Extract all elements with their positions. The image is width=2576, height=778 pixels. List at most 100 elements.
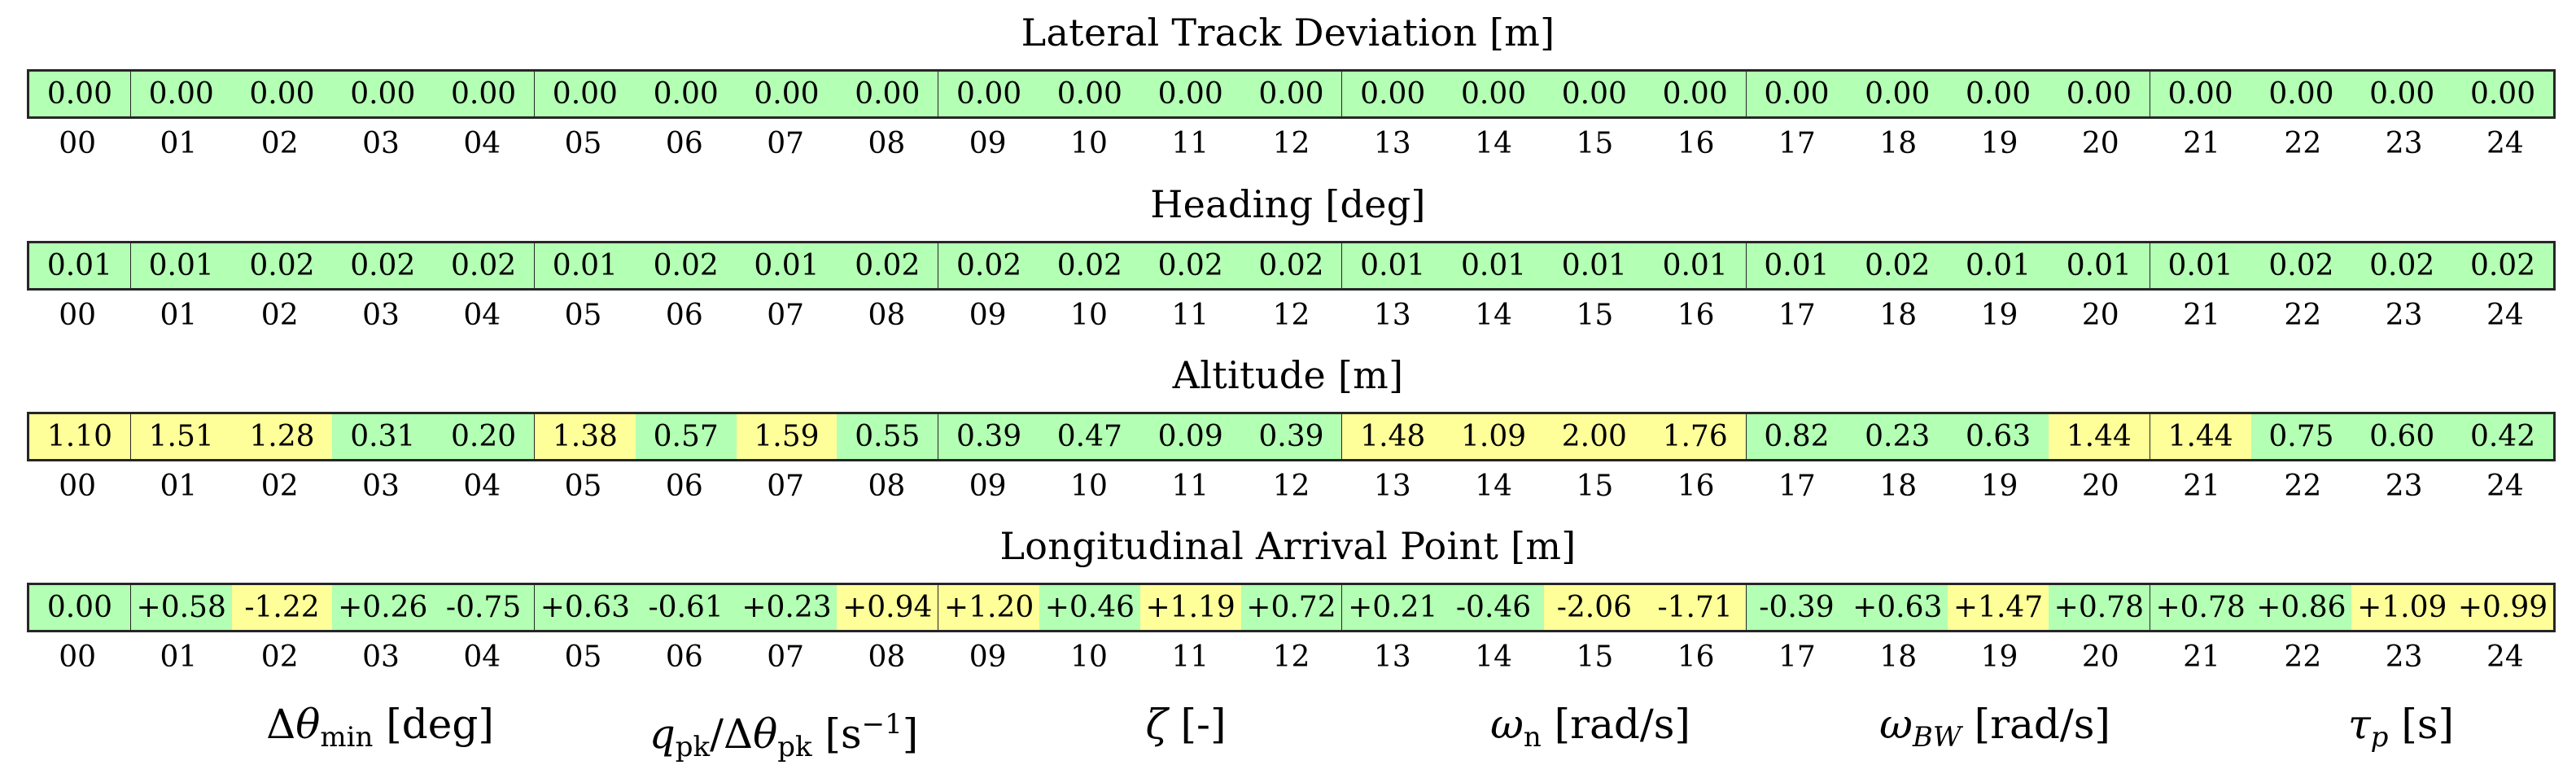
value-cell: 0.39 <box>1240 414 1342 459</box>
index-label: 11 <box>1171 640 1209 674</box>
index-labels: 00 01 02 03 04 05 06 07 08 09 10 11 12 13 14 15 16 17 18 19… <box>27 467 2556 506</box>
value-cell: 0.00 <box>1240 72 1342 116</box>
index-label: 14 <box>1475 299 1512 332</box>
index-label: 24 <box>2486 470 2524 503</box>
label-omega-n: ωn [rad/s] <box>1490 701 1690 754</box>
index-label: 24 <box>2486 640 2524 674</box>
index-label: 08 <box>868 470 906 503</box>
index-label: 03 <box>362 299 400 332</box>
value-cell: 0.02 <box>433 243 534 288</box>
panel-altitude-m: Altitude [m] 1.10 1.51 1.28 0.31 0.20 1.38 0.57… <box>0 343 2576 514</box>
index-label: 18 <box>1879 640 1918 674</box>
index-label: 01 <box>160 127 198 160</box>
index-label: 06 <box>665 640 703 674</box>
value-cell: 1.48 <box>1341 414 1444 459</box>
value-cell: 1.10 <box>29 414 130 459</box>
value-cell: 0.00 <box>433 72 534 116</box>
panel-title: Altitude [m] <box>1172 353 1404 397</box>
index-label: 12 <box>1272 640 1310 674</box>
index-label: 08 <box>868 127 906 160</box>
value-cell: 0.02 <box>837 243 938 288</box>
index-label: 19 <box>1980 640 2018 674</box>
value-cell: 1.28 <box>231 414 333 459</box>
value-cell: +0.94 <box>837 585 938 630</box>
value-cell: 0.02 <box>1847 243 1948 288</box>
value-cell: 0.02 <box>938 243 1039 288</box>
value-cell: 0.01 <box>1543 243 1645 288</box>
index-label: 13 <box>1373 470 1411 503</box>
value-cell: 0.63 <box>1948 414 2049 459</box>
index-label: 12 <box>1272 127 1310 160</box>
index-label: 13 <box>1373 299 1411 332</box>
label-zeta: ζ [-] <box>1145 701 1227 748</box>
value-cell: -0.46 <box>1443 585 1544 630</box>
index-label: 12 <box>1272 470 1310 503</box>
index-label: 03 <box>362 470 400 503</box>
index-label: 14 <box>1475 640 1512 674</box>
index-label: 07 <box>767 470 805 503</box>
value-cell: 0.00 <box>332 72 434 116</box>
index-label: 17 <box>1778 470 1816 503</box>
index-label: 07 <box>767 299 805 332</box>
value-cell: 1.38 <box>533 414 636 459</box>
value-cell: +0.78 <box>2048 585 2150 630</box>
index-label: 15 <box>1576 127 1614 160</box>
index-label: 06 <box>665 470 703 503</box>
value-cell: +0.72 <box>1240 585 1342 630</box>
value-cell: 1.09 <box>1443 414 1544 459</box>
value-cell: 0.60 <box>2351 414 2453 459</box>
index-label: 00 <box>59 470 97 503</box>
index-label: 14 <box>1475 470 1512 503</box>
index-label: 06 <box>665 299 703 332</box>
index-label: 00 <box>59 299 97 332</box>
value-cell: +0.23 <box>736 585 838 630</box>
value-cell: +1.19 <box>1139 585 1241 630</box>
value-cell: 0.00 <box>635 72 737 116</box>
value-cell: -0.39 <box>1745 585 1848 630</box>
value-cell: 0.00 <box>1443 72 1544 116</box>
index-label: 03 <box>362 127 400 160</box>
index-label: 04 <box>463 470 501 503</box>
panel-longitudinal-arrival-point-m: Longitudinal Arrival Point [m] 0.00 +0.58-… <box>0 514 2576 685</box>
panel-title: Heading [deg] <box>1150 182 1426 226</box>
index-label: 11 <box>1171 470 1209 503</box>
value-cell: 0.01 <box>2149 243 2251 288</box>
value-cell: 0.47 <box>1039 414 1140 459</box>
value-cell: 0.02 <box>2452 243 2553 288</box>
value-cell: -0.61 <box>635 585 737 630</box>
value-cell: +0.99 <box>2452 585 2553 630</box>
value-cell: 0.00 <box>1948 72 2049 116</box>
value-bar: 1.10 1.51 1.28 0.31 0.20 1.38 0.57 1.59 0.55 0.39… <box>27 412 2556 461</box>
index-label: 23 <box>2385 299 2423 332</box>
value-cell: 0.09 <box>1139 414 1241 459</box>
index-label: 11 <box>1171 127 1209 160</box>
value-cell: 0.00 <box>1543 72 1645 116</box>
index-label: 21 <box>2183 127 2220 160</box>
index-label: 00 <box>59 127 97 160</box>
index-label: 22 <box>2284 299 2322 332</box>
label-qpk-over-dtheta-pk: qpk/Δθpk [s−1] <box>649 708 919 763</box>
panel-lateral-track-deviation-m: Lateral Track Deviation [m] 0.00 0.00 0.00 0… <box>0 0 2576 172</box>
index-label: 10 <box>1070 299 1108 332</box>
index-label: 15 <box>1576 470 1614 503</box>
index-label: 21 <box>2183 470 2220 503</box>
index-label: 23 <box>2385 127 2423 160</box>
panel-title: Longitudinal Arrival Point [m] <box>999 524 1577 568</box>
index-label: 19 <box>1980 299 2018 332</box>
index-label: 16 <box>1677 470 1715 503</box>
index-label: 20 <box>2081 640 2119 674</box>
value-cell: 0.57 <box>635 414 737 459</box>
value-cell: 0.01 <box>1644 243 1746 288</box>
value-cell: 0.00 <box>129 72 232 116</box>
index-label: 10 <box>1070 127 1108 160</box>
index-label: 24 <box>2486 299 2524 332</box>
index-label: 05 <box>564 470 602 503</box>
index-label: 02 <box>260 127 299 160</box>
index-label: 05 <box>564 127 602 160</box>
index-label: 05 <box>564 640 602 674</box>
index-label: 07 <box>767 640 805 674</box>
value-cell: 0.02 <box>635 243 737 288</box>
value-cell: 1.51 <box>129 414 232 459</box>
value-cell: 0.01 <box>736 243 838 288</box>
value-cell: 0.01 <box>1948 243 2049 288</box>
